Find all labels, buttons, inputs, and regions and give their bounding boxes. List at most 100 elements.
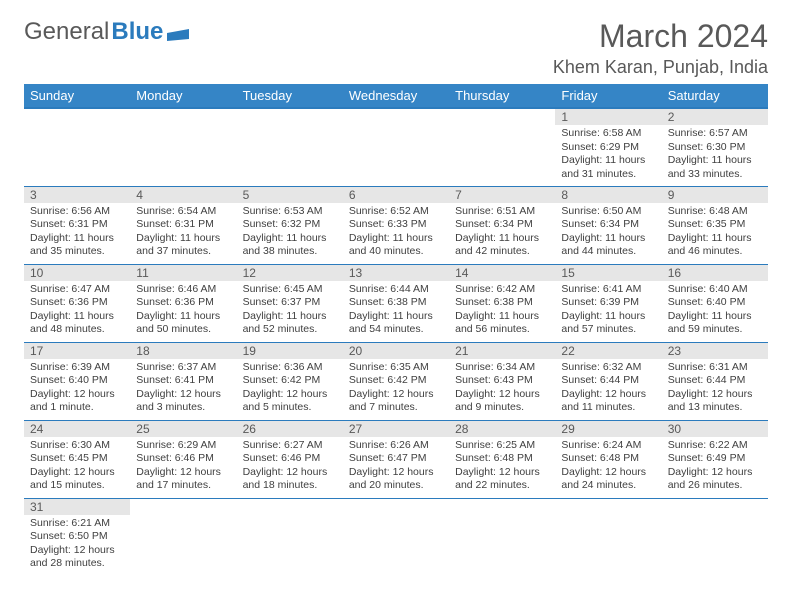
- weekday-tuesday: Tuesday: [237, 84, 343, 108]
- daylight: Daylight: 11 hours and 33 minutes.: [668, 154, 762, 181]
- calendar-day-empty: [343, 498, 449, 576]
- sunset: Sunset: 6:46 PM: [136, 452, 230, 466]
- day-number: 13: [343, 265, 449, 281]
- sunset: Sunset: 6:47 PM: [349, 452, 443, 466]
- daylight: Daylight: 11 hours and 52 minutes.: [243, 310, 337, 337]
- calendar-day-empty: [237, 108, 343, 186]
- sunrise: Sunrise: 6:37 AM: [136, 361, 230, 375]
- calendar-day-empty: [449, 108, 555, 186]
- sunrise: Sunrise: 6:22 AM: [668, 439, 762, 453]
- sunset: Sunset: 6:32 PM: [243, 218, 337, 232]
- sunset: Sunset: 6:42 PM: [243, 374, 337, 388]
- day-content: Sunrise: 6:40 AMSunset: 6:40 PMDaylight:…: [662, 281, 768, 340]
- day-content: Sunrise: 6:48 AMSunset: 6:35 PMDaylight:…: [662, 203, 768, 262]
- daylight: Daylight: 11 hours and 48 minutes.: [30, 310, 124, 337]
- calendar-day: 23Sunrise: 6:31 AMSunset: 6:44 PMDayligh…: [662, 342, 768, 420]
- day-content: Sunrise: 6:51 AMSunset: 6:34 PMDaylight:…: [449, 203, 555, 262]
- calendar-day: 28Sunrise: 6:25 AMSunset: 6:48 PMDayligh…: [449, 420, 555, 498]
- calendar-day: 3Sunrise: 6:56 AMSunset: 6:31 PMDaylight…: [24, 186, 130, 264]
- sunset: Sunset: 6:34 PM: [455, 218, 549, 232]
- daylight: Daylight: 12 hours and 9 minutes.: [455, 388, 549, 415]
- day-number: 4: [130, 187, 236, 203]
- calendar-day: 15Sunrise: 6:41 AMSunset: 6:39 PMDayligh…: [555, 264, 661, 342]
- day-number: 17: [24, 343, 130, 359]
- sunrise: Sunrise: 6:46 AM: [136, 283, 230, 297]
- day-number: 15: [555, 265, 661, 281]
- day-content: Sunrise: 6:31 AMSunset: 6:44 PMDaylight:…: [662, 359, 768, 418]
- month-title: March 2024: [553, 18, 768, 55]
- day-number: 14: [449, 265, 555, 281]
- sunset: Sunset: 6:29 PM: [561, 141, 655, 155]
- day-content: Sunrise: 6:32 AMSunset: 6:44 PMDaylight:…: [555, 359, 661, 418]
- day-content: Sunrise: 6:54 AMSunset: 6:31 PMDaylight:…: [130, 203, 236, 262]
- sunrise: Sunrise: 6:56 AM: [30, 205, 124, 219]
- calendar-day: 9Sunrise: 6:48 AMSunset: 6:35 PMDaylight…: [662, 186, 768, 264]
- day-number: 16: [662, 265, 768, 281]
- daylight: Daylight: 11 hours and 37 minutes.: [136, 232, 230, 259]
- sunrise: Sunrise: 6:41 AM: [561, 283, 655, 297]
- sunrise: Sunrise: 6:35 AM: [349, 361, 443, 375]
- daylight: Daylight: 12 hours and 20 minutes.: [349, 466, 443, 493]
- sunset: Sunset: 6:36 PM: [30, 296, 124, 310]
- sunrise: Sunrise: 6:21 AM: [30, 517, 124, 531]
- sunrise: Sunrise: 6:30 AM: [30, 439, 124, 453]
- day-number: 8: [555, 187, 661, 203]
- daylight: Daylight: 11 hours and 56 minutes.: [455, 310, 549, 337]
- sunset: Sunset: 6:30 PM: [668, 141, 762, 155]
- calendar-day: 1Sunrise: 6:58 AMSunset: 6:29 PMDaylight…: [555, 108, 661, 186]
- daylight: Daylight: 12 hours and 22 minutes.: [455, 466, 549, 493]
- calendar-day-empty: [24, 108, 130, 186]
- sunset: Sunset: 6:31 PM: [136, 218, 230, 232]
- daylight: Daylight: 12 hours and 15 minutes.: [30, 466, 124, 493]
- calendar-day: 16Sunrise: 6:40 AMSunset: 6:40 PMDayligh…: [662, 264, 768, 342]
- daylight: Daylight: 12 hours and 7 minutes.: [349, 388, 443, 415]
- sunrise: Sunrise: 6:53 AM: [243, 205, 337, 219]
- sunset: Sunset: 6:41 PM: [136, 374, 230, 388]
- daylight: Daylight: 12 hours and 5 minutes.: [243, 388, 337, 415]
- calendar-day-empty: [237, 498, 343, 576]
- flag-icon: [167, 24, 189, 40]
- day-number: 5: [237, 187, 343, 203]
- sunset: Sunset: 6:38 PM: [455, 296, 549, 310]
- sunrise: Sunrise: 6:52 AM: [349, 205, 443, 219]
- weekday-sunday: Sunday: [24, 84, 130, 108]
- day-content: Sunrise: 6:47 AMSunset: 6:36 PMDaylight:…: [24, 281, 130, 340]
- sunrise: Sunrise: 6:40 AM: [668, 283, 762, 297]
- sunrise: Sunrise: 6:45 AM: [243, 283, 337, 297]
- sunset: Sunset: 6:34 PM: [561, 218, 655, 232]
- day-content: Sunrise: 6:46 AMSunset: 6:36 PMDaylight:…: [130, 281, 236, 340]
- sunrise: Sunrise: 6:26 AM: [349, 439, 443, 453]
- sunrise: Sunrise: 6:39 AM: [30, 361, 124, 375]
- day-number: 26: [237, 421, 343, 437]
- sunrise: Sunrise: 6:31 AM: [668, 361, 762, 375]
- day-number: 31: [24, 499, 130, 515]
- calendar-day: 14Sunrise: 6:42 AMSunset: 6:38 PMDayligh…: [449, 264, 555, 342]
- calendar-day: 4Sunrise: 6:54 AMSunset: 6:31 PMDaylight…: [130, 186, 236, 264]
- day-content: Sunrise: 6:56 AMSunset: 6:31 PMDaylight:…: [24, 203, 130, 262]
- day-content: Sunrise: 6:58 AMSunset: 6:29 PMDaylight:…: [555, 125, 661, 184]
- calendar-day: 12Sunrise: 6:45 AMSunset: 6:37 PMDayligh…: [237, 264, 343, 342]
- day-number: 24: [24, 421, 130, 437]
- day-content: Sunrise: 6:24 AMSunset: 6:48 PMDaylight:…: [555, 437, 661, 496]
- daylight: Daylight: 11 hours and 50 minutes.: [136, 310, 230, 337]
- day-content: Sunrise: 6:50 AMSunset: 6:34 PMDaylight:…: [555, 203, 661, 262]
- day-content: Sunrise: 6:39 AMSunset: 6:40 PMDaylight:…: [24, 359, 130, 418]
- day-content: Sunrise: 6:26 AMSunset: 6:47 PMDaylight:…: [343, 437, 449, 496]
- sunset: Sunset: 6:48 PM: [561, 452, 655, 466]
- weekday-saturday: Saturday: [662, 84, 768, 108]
- calendar-week: 17Sunrise: 6:39 AMSunset: 6:40 PMDayligh…: [24, 342, 768, 420]
- calendar-day-empty: [130, 498, 236, 576]
- day-content: Sunrise: 6:21 AMSunset: 6:50 PMDaylight:…: [24, 515, 130, 574]
- daylight: Daylight: 11 hours and 42 minutes.: [455, 232, 549, 259]
- calendar-week: 10Sunrise: 6:47 AMSunset: 6:36 PMDayligh…: [24, 264, 768, 342]
- day-content: Sunrise: 6:27 AMSunset: 6:46 PMDaylight:…: [237, 437, 343, 496]
- calendar-day-empty: [343, 108, 449, 186]
- sunset: Sunset: 6:43 PM: [455, 374, 549, 388]
- daylight: Daylight: 11 hours and 57 minutes.: [561, 310, 655, 337]
- weekday-monday: Monday: [130, 84, 236, 108]
- location: Khem Karan, Punjab, India: [553, 57, 768, 78]
- calendar-day-empty: [555, 498, 661, 576]
- sunset: Sunset: 6:31 PM: [30, 218, 124, 232]
- sunrise: Sunrise: 6:25 AM: [455, 439, 549, 453]
- day-number: 2: [662, 109, 768, 125]
